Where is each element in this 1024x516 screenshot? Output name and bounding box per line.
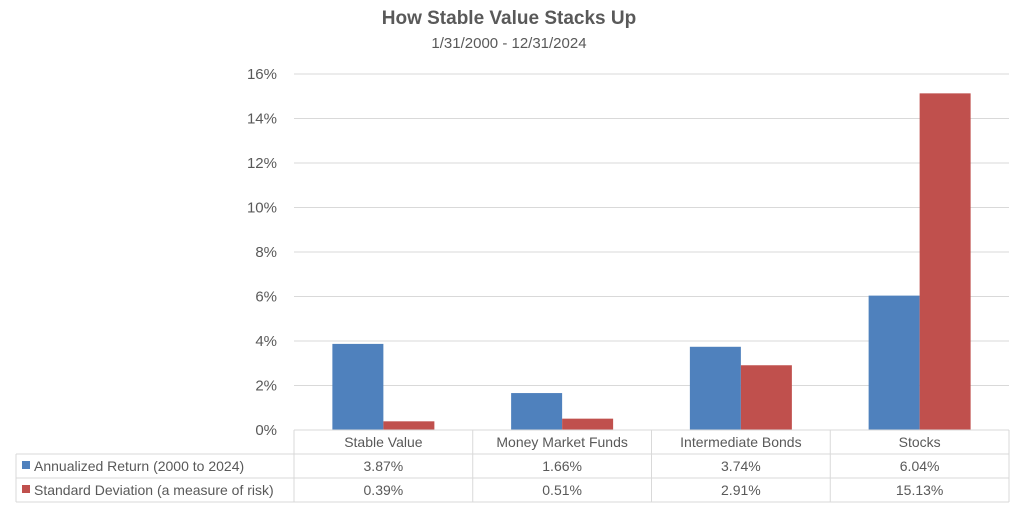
bar-annualized-return bbox=[511, 393, 563, 430]
data-label: 1.66% bbox=[542, 458, 582, 474]
category-label: Money Market Funds bbox=[496, 434, 628, 450]
y-tick-label: 4% bbox=[255, 333, 277, 350]
y-tick-label: 6% bbox=[255, 289, 277, 306]
bar-standard-deviation bbox=[562, 418, 614, 430]
y-tick-label: 14% bbox=[247, 111, 277, 128]
bar-annualized-return bbox=[689, 346, 741, 430]
bar-standard-deviation bbox=[383, 421, 435, 430]
data-label: 6.04% bbox=[900, 458, 940, 474]
category-label: Stocks bbox=[899, 434, 941, 450]
y-tick-label: 2% bbox=[255, 378, 277, 395]
bar-annualized-return bbox=[868, 295, 920, 430]
chart-title: How Stable Value Stacks Up bbox=[381, 8, 637, 29]
bar-standard-deviation bbox=[919, 93, 971, 431]
y-tick-label: 12% bbox=[247, 155, 277, 172]
chart-subtitle: 1/31/2000 - 12/31/2024 bbox=[431, 35, 587, 52]
category-label: Stable Value bbox=[344, 434, 423, 450]
legend-swatch bbox=[22, 485, 30, 493]
y-tick-label: 8% bbox=[255, 244, 277, 261]
y-tick-label: 0% bbox=[255, 422, 277, 439]
data-label: 15.13% bbox=[896, 482, 943, 498]
legend-label: Standard Deviation (a measure of risk) bbox=[34, 482, 274, 498]
y-tick-label: 10% bbox=[247, 200, 277, 217]
category-label: Intermediate Bonds bbox=[680, 434, 801, 450]
legend-label: Annualized Return (2000 to 2024) bbox=[34, 458, 244, 474]
bar-standard-deviation bbox=[740, 365, 792, 430]
legend-swatch bbox=[22, 461, 30, 469]
data-label: 3.87% bbox=[364, 458, 404, 474]
data-label: 2.91% bbox=[721, 482, 761, 498]
data-label: 0.39% bbox=[364, 482, 404, 498]
data-label: 0.51% bbox=[542, 482, 582, 498]
bar-annualized-return bbox=[332, 343, 384, 430]
y-tick-label: 16% bbox=[247, 66, 277, 83]
data-label: 3.74% bbox=[721, 458, 761, 474]
